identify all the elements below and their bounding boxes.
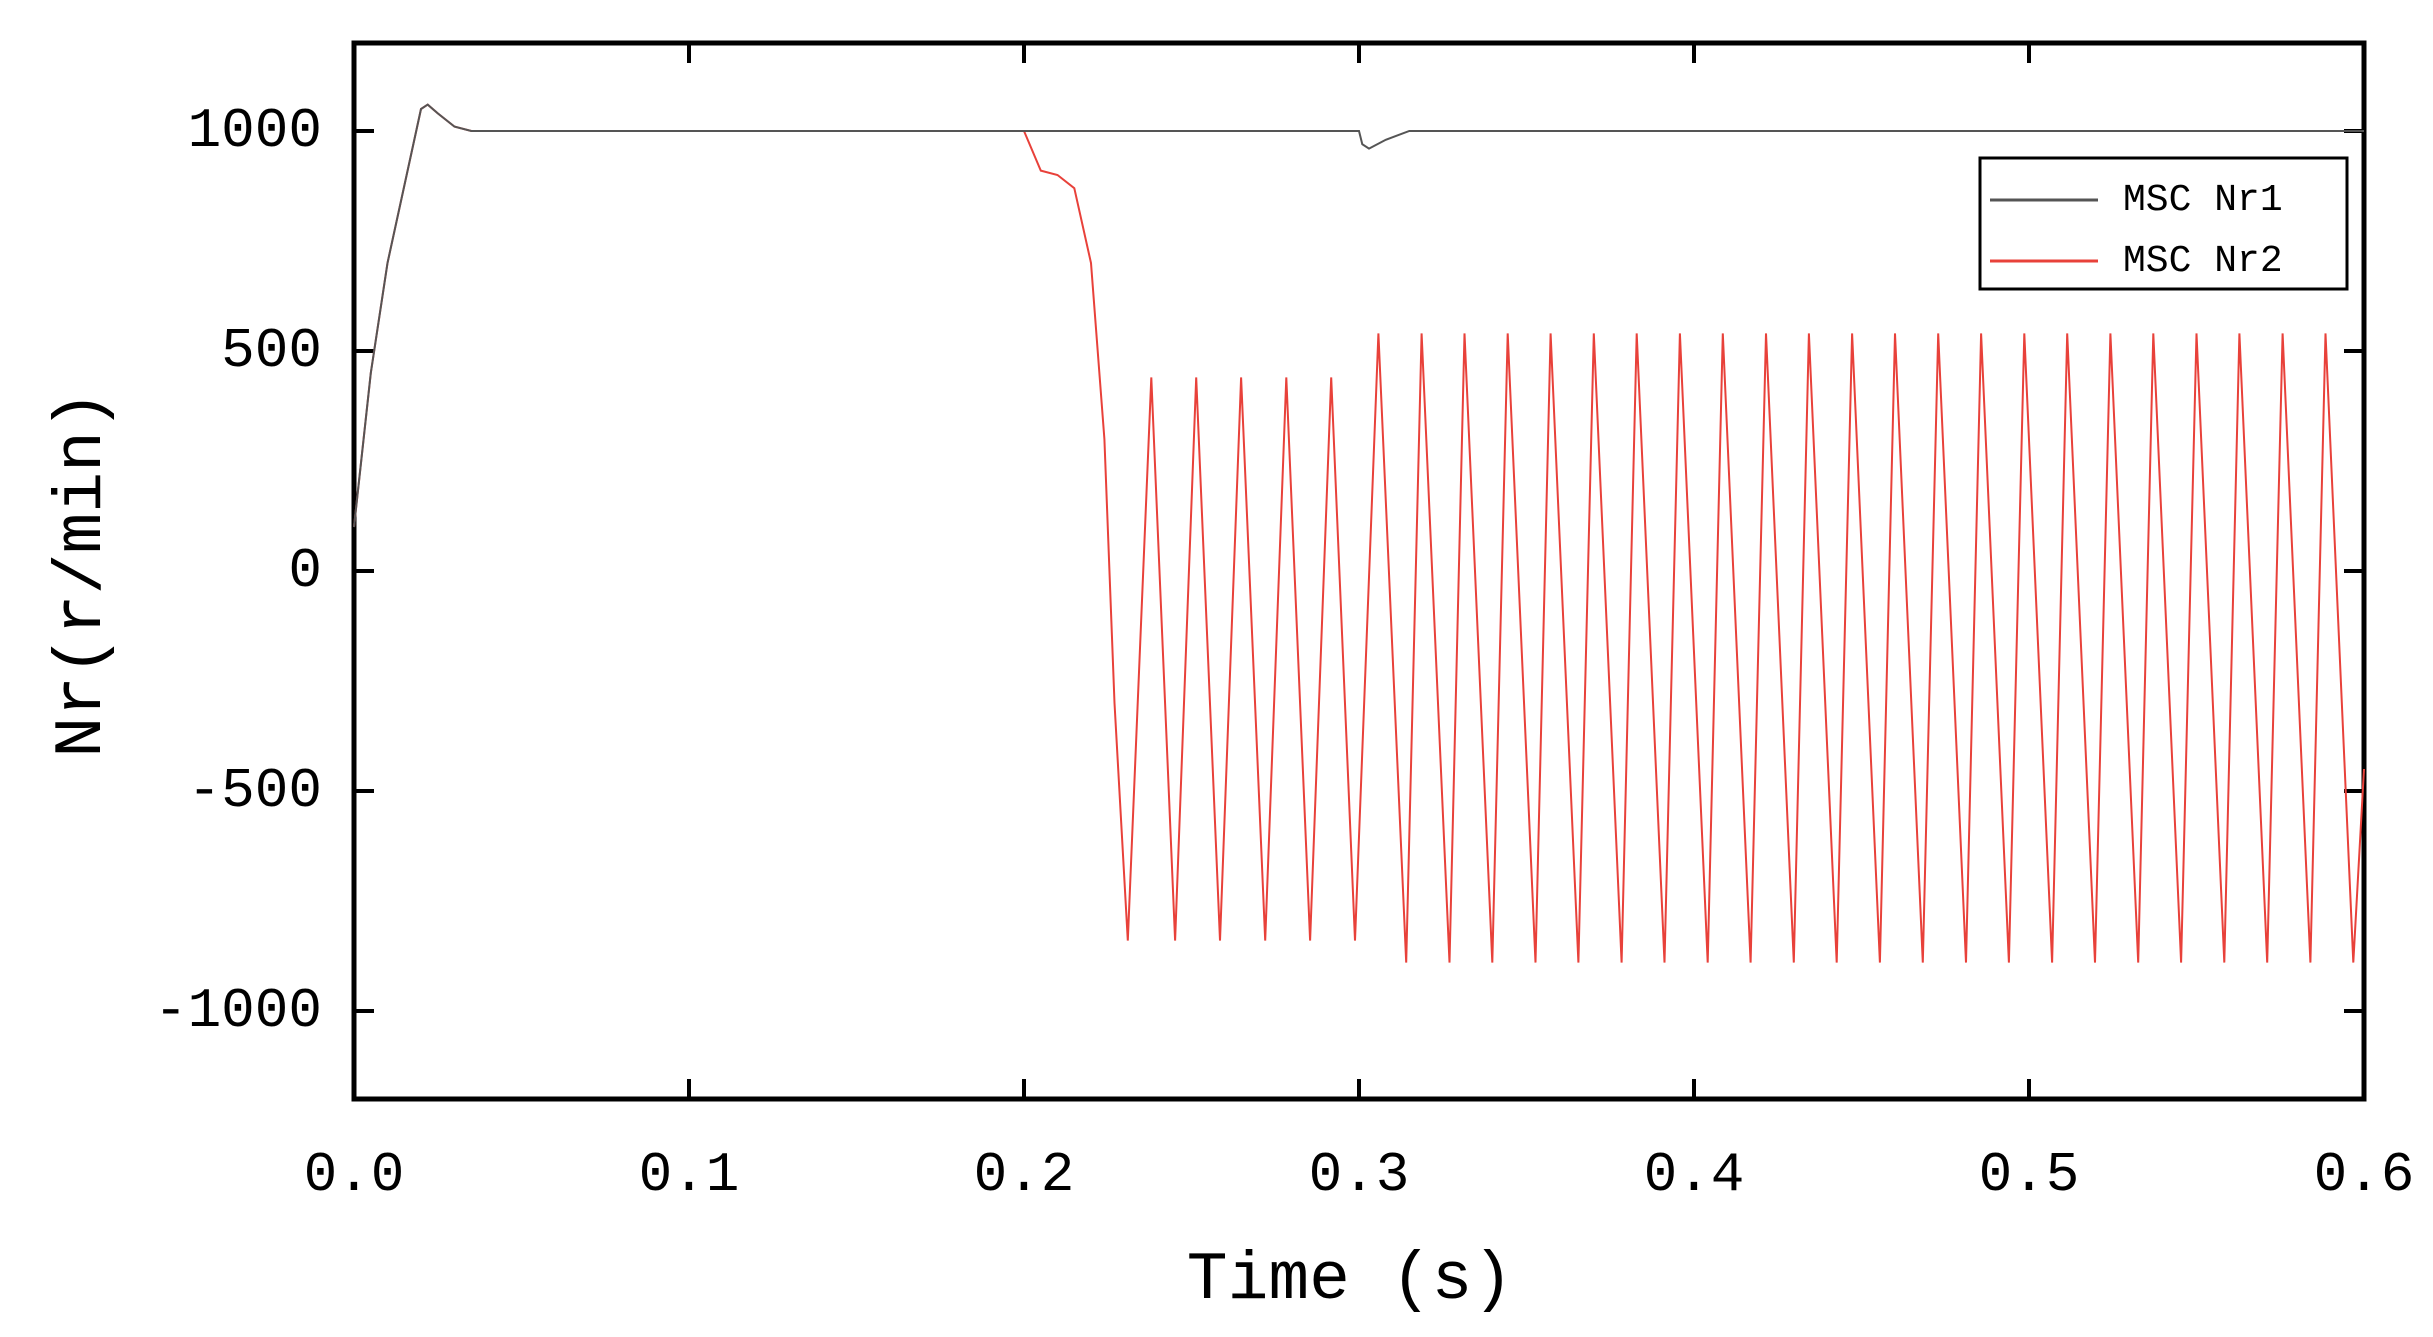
x-tick-label: 0.4 bbox=[1644, 1143, 1745, 1207]
x-tick-label: 0.3 bbox=[1309, 1143, 1410, 1207]
y-tick-label: -500 bbox=[188, 759, 322, 823]
x-tick-label: 0.1 bbox=[639, 1143, 740, 1207]
legend-box bbox=[1978, 156, 2349, 291]
y-axis-title: Nr(r/min) bbox=[44, 390, 121, 757]
y-tick-label: -1000 bbox=[154, 979, 322, 1043]
x-tick-label: 0.5 bbox=[1979, 1143, 2080, 1207]
x-tick-label: 0.6 bbox=[2314, 1143, 2415, 1207]
x-tick-label: 0.0 bbox=[304, 1143, 405, 1207]
y-tick-label: 0 bbox=[288, 539, 322, 603]
x-axis-title: Time (s) bbox=[1187, 1242, 1513, 1319]
series-line bbox=[353, 103, 2364, 528]
series-line bbox=[353, 103, 2365, 963]
legend-label: MSC Nr1 bbox=[2123, 179, 2283, 222]
legend-label: MSC Nr2 bbox=[2123, 240, 2283, 283]
y-tick-label: 1000 bbox=[188, 99, 322, 163]
x-tick-label: 0.2 bbox=[974, 1143, 1075, 1207]
y-tick-label: 500 bbox=[221, 319, 322, 383]
